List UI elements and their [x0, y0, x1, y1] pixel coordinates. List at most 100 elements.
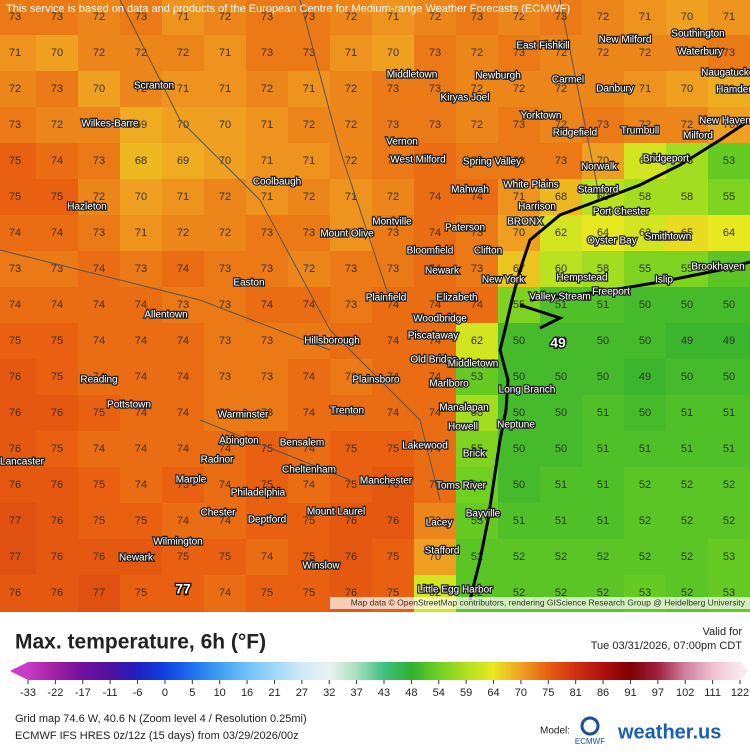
place-label: Oyster Bay [587, 236, 636, 247]
temp-value: 74 [429, 263, 441, 275]
temp-value: 72 [345, 11, 357, 23]
temp-value: 74 [429, 335, 441, 347]
temp-value: 74 [177, 515, 189, 527]
temp-value: 52 [681, 479, 693, 491]
temp-value: 73 [471, 11, 483, 23]
temp-value: 76 [93, 551, 105, 563]
temp-value: 73 [387, 83, 399, 95]
temp-value: 70 [597, 155, 609, 167]
temp-value: 73 [261, 263, 273, 275]
temp-value: 73 [513, 47, 525, 59]
temp-cell [246, 323, 289, 360]
temp-value: 73 [135, 11, 147, 23]
temp-value: 77 [9, 551, 21, 563]
temp-cell [246, 539, 289, 576]
temp-value: 74 [303, 479, 315, 491]
place-label: Bayville [466, 509, 501, 520]
temp-value: 75 [387, 587, 399, 599]
temp-cell [288, 359, 331, 396]
temp-value: 74 [177, 263, 189, 275]
temp-value: 74 [135, 371, 147, 383]
temp-cell [540, 539, 583, 576]
temp-cell [120, 71, 163, 108]
temp-cell [708, 35, 750, 72]
place-label: Toms River [436, 481, 487, 492]
temp-value: 73 [429, 83, 441, 95]
temp-cell [414, 143, 457, 180]
temp-value: 72 [303, 263, 315, 275]
place-label: Danbury [596, 84, 634, 95]
temp-cell [666, 35, 709, 72]
temp-value: 76 [9, 443, 21, 455]
temp-value: 50 [513, 479, 525, 491]
temp-cell [372, 143, 415, 180]
temp-cell [288, 0, 331, 36]
place-label: Scranton [134, 81, 174, 92]
temp-cell [330, 503, 373, 540]
extreme-value: 77 [175, 581, 191, 597]
temp-value: 72 [177, 227, 189, 239]
temp-cell [78, 287, 121, 324]
temp-cell [498, 467, 541, 504]
temp-value: 53 [471, 371, 483, 383]
temp-value: 74 [261, 551, 273, 563]
temp-value: 74 [429, 479, 441, 491]
temp-value: 75 [345, 443, 357, 455]
temp-cell [414, 35, 457, 72]
temp-cell [582, 251, 625, 288]
place-label: Newburgh [475, 71, 521, 82]
temp-value: 74 [93, 335, 105, 347]
temp-value: 62 [639, 155, 651, 167]
place-label: Trumbull [621, 126, 660, 137]
place-label: Howell [448, 422, 478, 433]
map-lines [0, 0, 750, 601]
temp-value: 74 [303, 371, 315, 383]
place-label: Allentown [144, 310, 187, 321]
temp-value: 71 [303, 155, 315, 167]
temp-value: 71 [345, 227, 357, 239]
temp-cell [36, 215, 79, 252]
temp-value: 74 [345, 335, 357, 347]
temp-cell [456, 215, 499, 252]
temp-value: 74 [429, 371, 441, 383]
place-label: Stafford [425, 546, 460, 557]
temp-value: 62 [471, 335, 483, 347]
legend-label: 5 [189, 687, 195, 699]
temp-value: 72 [597, 47, 609, 59]
temp-cell [540, 215, 583, 252]
temp-value: 74 [219, 587, 231, 599]
temp-value: 71 [177, 191, 189, 203]
temp-value: 72 [471, 83, 483, 95]
temp-cell [204, 107, 247, 144]
place-label: Montville [372, 217, 412, 228]
temp-cell [540, 35, 583, 72]
temp-cell [456, 431, 499, 468]
temp-value: 50 [597, 335, 609, 347]
temp-value: 70 [219, 119, 231, 131]
temp-cell [0, 179, 37, 216]
temp-value: 51 [723, 407, 735, 419]
temp-value: 75 [387, 443, 399, 455]
temp-value: 50 [555, 371, 567, 383]
temp-value: 76 [9, 371, 21, 383]
place-label: Abington [219, 436, 258, 447]
place-label: Kiryas Joel [441, 93, 490, 104]
temp-value: 74 [135, 299, 147, 311]
temp-cell [0, 71, 37, 108]
temp-value: 72 [597, 11, 609, 23]
temp-cell [330, 539, 373, 576]
temp-value: 76 [9, 479, 21, 491]
temp-cell [78, 431, 121, 468]
valid-label: Valid for [702, 626, 742, 638]
temp-cell [246, 467, 289, 504]
temp-value: 52 [597, 551, 609, 563]
temp-value: 76 [345, 587, 357, 599]
temp-value: 73 [303, 11, 315, 23]
temp-cell [0, 395, 37, 432]
temp-cell [78, 575, 121, 612]
temp-cell [372, 359, 415, 396]
temp-cell [162, 179, 205, 216]
model-label: Model: [540, 726, 570, 737]
temp-value: 51 [681, 443, 693, 455]
temp-cell [372, 539, 415, 576]
